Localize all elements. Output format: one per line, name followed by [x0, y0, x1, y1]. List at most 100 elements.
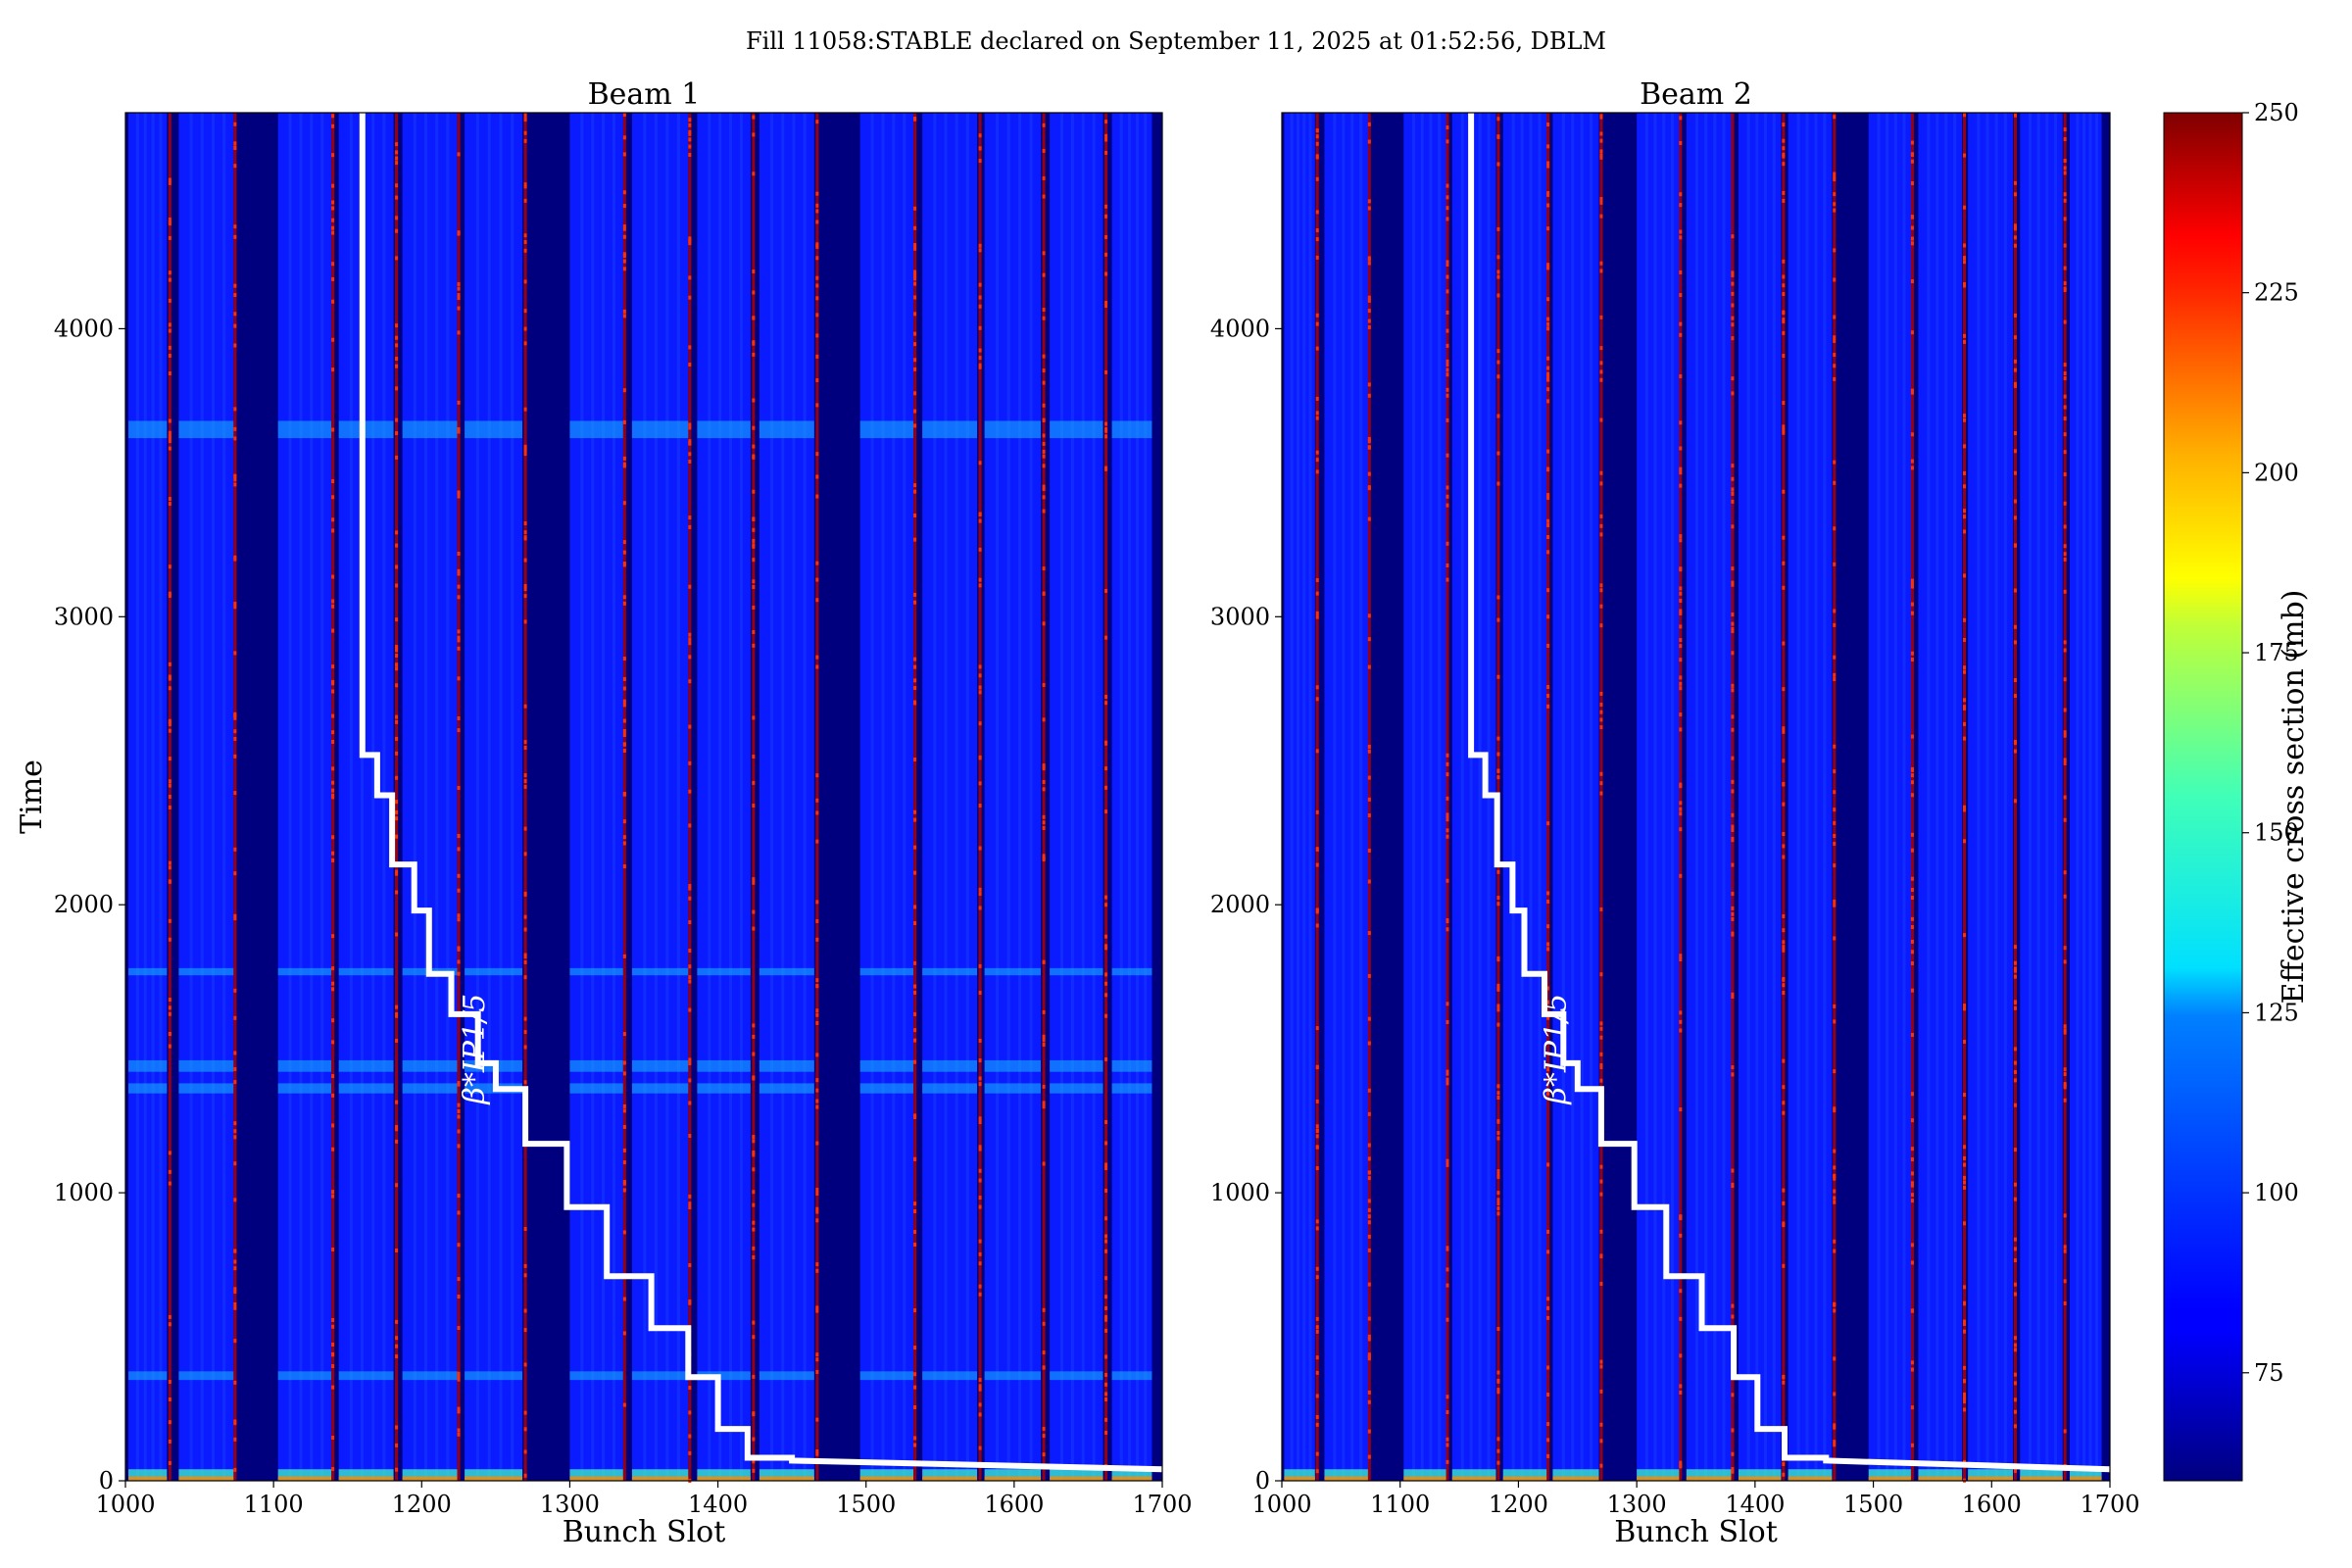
hot-slot-speck	[1679, 873, 1683, 878]
hot-slot-speck	[1546, 1315, 1550, 1320]
hot-slot-speck	[2013, 974, 2017, 979]
hot-slot-speck	[1782, 162, 1786, 167]
hot-slot-speck	[622, 728, 626, 733]
hot-slot-speck	[1679, 321, 1683, 326]
hot-slot-speck	[1104, 1305, 1108, 1310]
hot-slot-speck	[978, 887, 982, 892]
hot-slot-speck	[1679, 566, 1683, 571]
hot-slot-speck	[815, 1012, 819, 1017]
hot-slot-speck	[2063, 432, 2067, 437]
hot-slot-speck	[1679, 675, 1683, 680]
hot-slot-speck	[1599, 1422, 1603, 1427]
hot-slot-speck	[331, 1352, 335, 1357]
hot-slot-speck	[815, 203, 819, 208]
hot-slot-speck	[913, 358, 917, 363]
hot-slot-speck	[752, 444, 756, 449]
hot-slot-speck	[1599, 1192, 1603, 1197]
train-texture	[996, 113, 1000, 1481]
time-band	[178, 967, 234, 976]
hot-slot-speck	[913, 921, 917, 926]
hot-slot-speck	[233, 791, 237, 796]
hot-slot-speck	[1104, 214, 1108, 219]
hot-slot-speck	[457, 971, 461, 976]
hot-slot-speck	[815, 209, 819, 214]
hot-slot-speck	[1104, 1120, 1108, 1125]
hot-slot-speck	[2013, 1469, 2017, 1474]
hot-slot-speck	[395, 1467, 399, 1472]
bunch-train	[569, 113, 623, 1481]
hot-slot-speck	[2013, 1282, 2017, 1287]
hot-slot-speck	[688, 1434, 692, 1439]
hot-slot-speck	[913, 1372, 917, 1377]
hot-slot-speck	[1833, 655, 1837, 660]
hot-slot-speck	[978, 1120, 982, 1125]
hot-slot-speck	[2013, 243, 2017, 248]
hot-slot-speck	[395, 357, 399, 362]
hot-slot-speck	[913, 1113, 917, 1118]
hot-slot-speck	[395, 871, 399, 876]
time-band	[1050, 1083, 1103, 1094]
time-band	[277, 1059, 332, 1072]
y-tick-label: 2000	[54, 891, 114, 918]
hot-slot-speck	[1731, 391, 1735, 396]
time-band	[128, 1059, 168, 1072]
hot-slot-speck	[913, 1443, 917, 1447]
hot-slot-speck	[688, 655, 692, 660]
hot-slot-speck	[1910, 602, 1914, 607]
hot-slot-speck	[1679, 483, 1683, 488]
hot-slot-speck	[1367, 1334, 1371, 1339]
train-texture	[1006, 113, 1010, 1481]
hot-slot-speck	[913, 678, 917, 683]
hot-slot-speck	[1042, 1452, 1046, 1457]
hot-slot-speck	[1782, 844, 1786, 849]
hot-slot-speck	[331, 1466, 335, 1471]
hot-slot-speck	[1446, 494, 1449, 499]
time-band	[631, 967, 689, 976]
hot-slot-speck	[688, 637, 692, 642]
hot-slot-speck	[688, 236, 692, 241]
hot-slot-speck	[622, 314, 626, 318]
hot-slot-speck	[1446, 577, 1449, 582]
hot-slot	[1963, 113, 1967, 1481]
hot-slot-speck	[1910, 895, 1914, 900]
hot-slot-speck	[688, 896, 692, 901]
hot-slot-speck	[523, 1045, 527, 1050]
hot-slot-speck	[1042, 1038, 1046, 1043]
hot-slot-speck	[978, 781, 982, 786]
bunch-train	[1968, 113, 2014, 1481]
hot-slot-speck	[331, 1190, 335, 1195]
hot-slot-speck	[1963, 1399, 1967, 1404]
hot-slot-speck	[1731, 270, 1735, 275]
hot-slot-speck	[523, 233, 527, 238]
hot-slot-speck	[331, 628, 335, 633]
hot-slot-speck	[1546, 356, 1550, 361]
hot-slot-speck	[1599, 138, 1603, 143]
hot-slot-speck	[913, 1011, 917, 1016]
hot-slot-speck	[1833, 480, 1837, 485]
train-start-band	[922, 1469, 978, 1481]
hot-slot-speck	[1446, 828, 1449, 833]
hot-slot-speck	[1963, 1185, 1967, 1190]
hot-slot-speck	[1679, 1233, 1683, 1238]
train-texture	[2028, 113, 2032, 1481]
hot-slot-speck	[168, 1151, 172, 1155]
hot-slot-speck	[395, 736, 399, 741]
hot-slot-speck	[752, 172, 756, 176]
time-band	[859, 1371, 914, 1381]
hot-slot-speck	[395, 890, 399, 895]
hot-slot-speck	[1104, 1392, 1108, 1396]
bunch-train	[1788, 113, 1833, 1481]
hot-slot-speck	[168, 1314, 172, 1319]
colorbar-tick-label: 175	[2254, 639, 2299, 666]
hot-slot-speck	[1446, 1069, 1449, 1074]
train-texture	[1704, 113, 1708, 1481]
train-start-band	[402, 1476, 458, 1481]
hot-slot-speck	[1833, 208, 1837, 213]
bunch-train	[922, 113, 978, 1481]
hot-slot-speck	[2063, 959, 2067, 964]
hot-slot-speck	[1042, 272, 1046, 277]
train-start-band	[1637, 1476, 1680, 1481]
hot-slot-speck	[1446, 363, 1449, 368]
hot-slot-speck	[1446, 878, 1449, 883]
hot-slot-speck	[622, 657, 626, 662]
